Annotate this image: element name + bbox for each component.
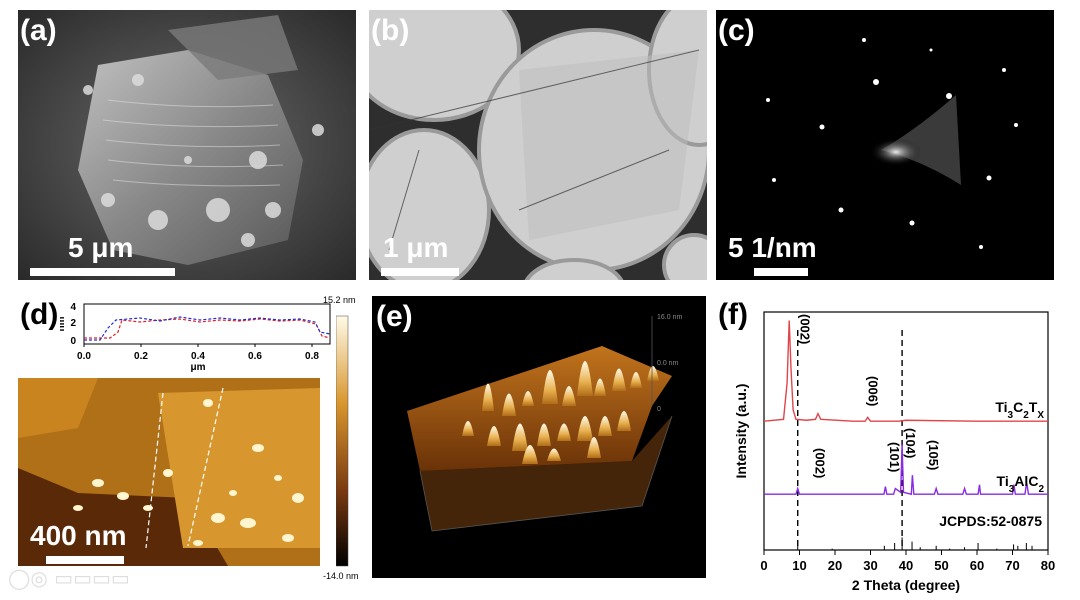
- scalebar-label-c: 5 1/nm: [728, 232, 817, 263]
- profile-xtick-0: 0.0: [77, 351, 91, 362]
- xtick-label-7: 70: [1005, 558, 1019, 573]
- xtick-label-1: 10: [792, 558, 806, 573]
- height-profile-chart: 4 2 0 nm 0.0 0.2 0.4 0.6 0.8 μm: [60, 302, 331, 373]
- series-line-1: [764, 444, 1048, 496]
- annotation-ti3c2tx-002: (002): [798, 314, 813, 344]
- panel-d-afm: (d) 4 2 0 nm 0.0 0.2 0.4 0.6 0.8 μm: [18, 290, 368, 590]
- profile-ytick-0: 0: [70, 336, 76, 347]
- panel-f-xrd: (f) JCPDS:52-0875 Ti3C2TX Ti3AlC2 (002) (006…: [716, 290, 1076, 596]
- x-axis-label: 2 Theta (degree): [852, 577, 960, 593]
- annotation-ti3alc2-002: (002): [812, 448, 827, 478]
- scalebar-label-b: 1 μm: [383, 232, 449, 263]
- panel-label-d: (d): [20, 298, 59, 331]
- annotation-ti3c2tx-006: (006): [866, 376, 881, 406]
- sem-image: [18, 10, 356, 280]
- profile-xtick-2: 0.4: [191, 351, 205, 362]
- xtick-label-6: 60: [970, 558, 984, 573]
- watermark-logo: ◯◎ ▭▭▭▭: [8, 566, 130, 590]
- profile-ytick-4: 4: [70, 302, 76, 313]
- panel-label-f: (f): [718, 298, 748, 331]
- xrd-chart: JCPDS:52-0875 Ti3C2TX Ti3AlC2 (002) (006) (00…: [733, 311, 1055, 593]
- xtick-label-5: 50: [934, 558, 948, 573]
- scalebar-label-a: 5 μm: [68, 232, 134, 263]
- series-label-ti3c2tx: Ti3C2TX: [995, 399, 1044, 421]
- saed-pattern: [716, 10, 1054, 280]
- panel-e-afm-3d: (e) 16.0 nm 0.0 nm 0: [372, 296, 706, 578]
- profile-xtick-1: 0.2: [134, 351, 148, 362]
- annotation-ti3alc2-101: (101): [887, 442, 902, 472]
- z-axis-max-label: 16.0 nm: [657, 314, 683, 321]
- tem-image: [369, 10, 707, 280]
- scalebar-c: [754, 268, 808, 276]
- series-line-0: [763, 320, 1048, 422]
- z-axis-min-label: 0: [657, 406, 661, 413]
- panel-c-saed: (c) 5 1/nm: [716, 10, 1054, 280]
- profile-line-red: [84, 318, 331, 339]
- scalebar-label-d: 400 nm: [30, 520, 127, 551]
- profile-line-blue: [84, 316, 331, 341]
- panel-label-c: (c): [718, 14, 755, 47]
- xtick-label-2: 20: [828, 558, 842, 573]
- colorbar-max-label: 15.2 nm: [323, 295, 356, 305]
- panel-label-e: (e): [376, 300, 413, 333]
- panel-a-sem: (a) 5 μm: [18, 10, 356, 280]
- profile-xlabel: μm: [190, 362, 205, 373]
- colorbar-min-label: -14.0 nm: [323, 571, 359, 581]
- scalebar-b: [381, 268, 459, 276]
- scalebar-a: [30, 268, 175, 276]
- panel-b-tem: (b) 1 μm: [369, 10, 707, 280]
- annotation-ti3alc2-105: (105): [926, 440, 941, 470]
- xtick-label-3: 30: [863, 558, 877, 573]
- xtick-label-8: 80: [1041, 558, 1055, 573]
- profile-xtick-4: 0.8: [305, 351, 319, 362]
- xtick-label-0: 0: [760, 558, 767, 573]
- profile-ytick-2: 2: [70, 318, 76, 329]
- afm-colorbar: [336, 315, 349, 567]
- panel-label-a: (a): [20, 14, 57, 47]
- annotation-ti3alc2-104: (104): [903, 428, 918, 458]
- scalebar-d: [46, 556, 124, 564]
- panel-label-b: (b): [371, 14, 410, 47]
- afm-height-map: [18, 378, 320, 566]
- reference-label: JCPDS:52-0875: [939, 513, 1042, 529]
- profile-ylabel: nm: [60, 316, 67, 331]
- afm-3d-surface: [407, 316, 673, 532]
- series-label-ti3alc2: Ti3AlC2: [997, 473, 1045, 495]
- z-axis-mid-label: 0.0 nm: [657, 360, 679, 367]
- profile-xtick-3: 0.6: [248, 351, 262, 362]
- y-axis-label: Intensity (a.u.): [733, 384, 749, 479]
- xtick-label-4: 40: [899, 558, 913, 573]
